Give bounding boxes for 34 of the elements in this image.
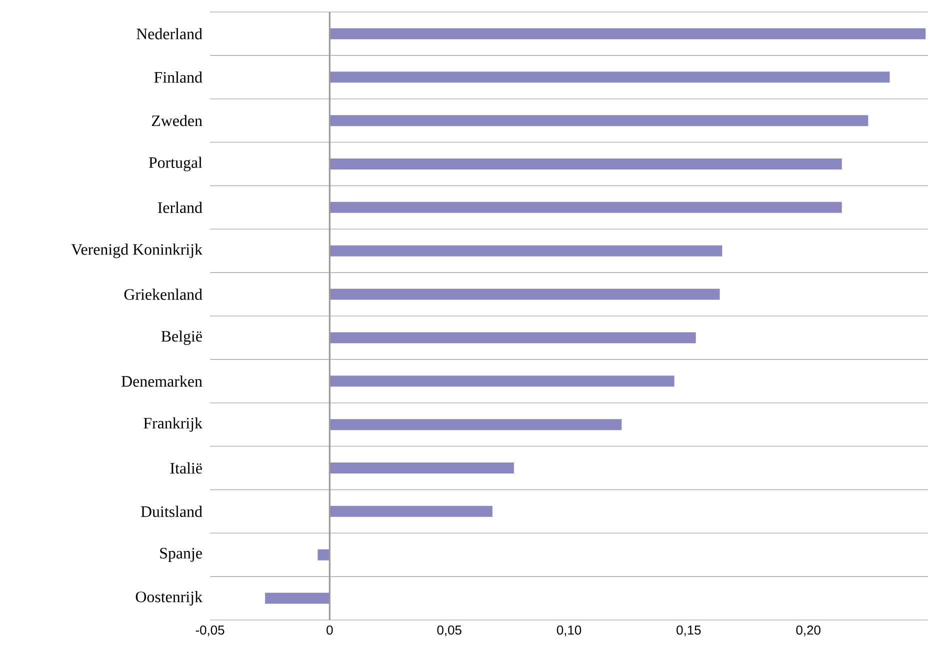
bar [265, 592, 330, 604]
y-tick-label: Denemarken [122, 376, 202, 387]
y-tick-label: Verenigd Koninkrijk [71, 244, 202, 258]
bar [330, 376, 674, 387]
x-tick-label: 0 [326, 626, 333, 635]
y-tick-label: Finland [154, 72, 202, 83]
y-tick-label: Nederland [136, 28, 202, 40]
y-tick-label: Griekenland [124, 288, 202, 300]
bar [330, 419, 622, 430]
bar [318, 549, 330, 560]
y-tick-label: Portugal [148, 156, 202, 172]
y-tick-label: Italië [170, 462, 202, 474]
bar [330, 462, 514, 474]
bar [330, 28, 926, 40]
y-tick-label: België [161, 330, 202, 345]
y-tick-label: Zweden [152, 114, 202, 126]
y-tick-label: Oostenrijk [136, 591, 202, 606]
y-tick-label: Ierland [158, 202, 202, 214]
bar [330, 506, 492, 517]
x-tick-label: 0,10 [556, 626, 582, 636]
bar [330, 202, 842, 213]
x-tick-label: 0,05 [437, 626, 462, 636]
x-tick-label: -0,05 [196, 626, 224, 636]
bar [330, 245, 722, 256]
x-tick-label: 0,20 [796, 626, 820, 636]
bar [330, 332, 696, 344]
bar [330, 115, 868, 126]
y-tick-label: Frankrijk [144, 417, 202, 432]
bar [330, 158, 842, 170]
y-tick-label: Spanje [160, 548, 202, 562]
bar [330, 72, 890, 83]
y-tick-label: Duitsland [140, 506, 202, 518]
x-tick-label: 0,15 [676, 626, 701, 636]
bar [330, 288, 720, 300]
